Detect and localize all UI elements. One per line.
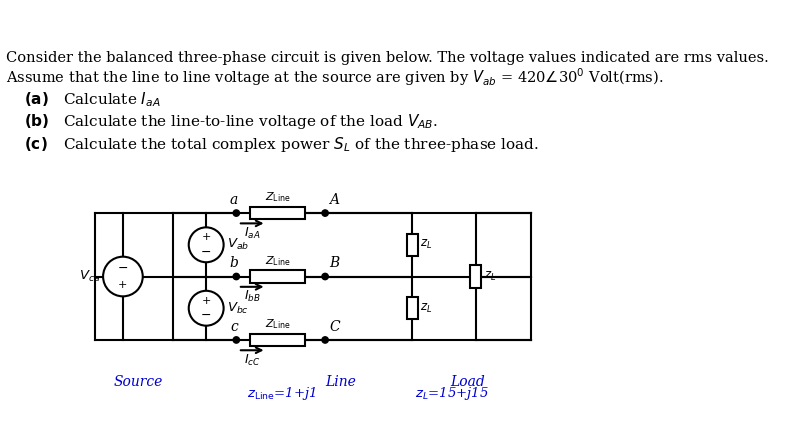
Text: C: C	[329, 320, 340, 334]
Text: $I_{aA}$: $I_{aA}$	[244, 226, 261, 241]
Text: c: c	[230, 320, 238, 334]
Text: Consider the balanced three-phase circuit is given below. The voltage values ind: Consider the balanced three-phase circui…	[6, 51, 769, 65]
Text: $I_{cC}$: $I_{cC}$	[244, 352, 261, 368]
Text: $I_{bB}$: $I_{bB}$	[244, 289, 261, 304]
Text: Calculate $I_{aA}$: Calculate $I_{aA}$	[64, 90, 161, 109]
Circle shape	[188, 227, 224, 262]
Bar	[407, 234, 418, 256]
Text: Assume that the line to line voltage at the source are given by $V_{ab}$ = 420$\: Assume that the line to line voltage at …	[6, 66, 664, 88]
Text: $\bf{(a)}$: $\bf{(a)}$	[24, 90, 49, 108]
Text: A: A	[329, 193, 339, 207]
Circle shape	[103, 257, 143, 296]
Text: $z_L$: $z_L$	[420, 238, 433, 251]
Text: +: +	[202, 296, 211, 306]
Text: $Z_{\rm Line}$: $Z_{\rm Line}$	[265, 190, 290, 204]
Text: $V_{bc}$: $V_{bc}$	[227, 301, 249, 316]
Text: $Z_{\rm Line}$: $Z_{\rm Line}$	[265, 254, 290, 268]
Circle shape	[233, 210, 239, 216]
Circle shape	[322, 337, 328, 343]
Circle shape	[233, 273, 239, 280]
Text: $\bf{(b)}$: $\bf{(b)}$	[24, 112, 49, 130]
Circle shape	[233, 337, 239, 343]
Circle shape	[322, 210, 328, 216]
Text: $\bf{(c)}$: $\bf{(c)}$	[24, 134, 47, 153]
Text: $V_{ca}$: $V_{ca}$	[78, 269, 100, 284]
Circle shape	[322, 273, 328, 280]
Text: $Z_{\rm Line}$: $Z_{\rm Line}$	[265, 317, 290, 331]
Text: Source: Source	[114, 375, 163, 389]
Bar	[250, 207, 305, 219]
Bar	[407, 297, 418, 320]
Text: Load: Load	[451, 375, 485, 389]
Bar	[250, 334, 305, 346]
Text: $z_{\rm Line}$=1+j1: $z_{\rm Line}$=1+j1	[247, 385, 316, 402]
Text: +: +	[202, 232, 211, 243]
Text: b: b	[229, 256, 239, 270]
Circle shape	[188, 291, 224, 326]
Text: $z_L$: $z_L$	[420, 302, 433, 315]
Text: Line: Line	[326, 375, 356, 389]
Text: +: +	[119, 280, 128, 290]
Text: Calculate the line-to-line voltage of the load $V_{AB}$.: Calculate the line-to-line voltage of th…	[64, 112, 439, 131]
Text: Calculate the total complex power $S_L$ of the three-phase load.: Calculate the total complex power $S_L$ …	[64, 134, 539, 154]
Text: −: −	[201, 309, 211, 322]
Text: −: −	[201, 246, 211, 259]
Bar	[470, 265, 481, 287]
Text: $z_L$: $z_L$	[484, 270, 496, 283]
Bar	[250, 270, 305, 283]
Text: −: −	[118, 262, 128, 275]
Text: a: a	[230, 193, 238, 207]
Text: $z_L$=15+j15: $z_L$=15+j15	[415, 385, 489, 402]
Text: B: B	[329, 256, 339, 270]
Text: $V_{ab}$: $V_{ab}$	[227, 237, 249, 252]
